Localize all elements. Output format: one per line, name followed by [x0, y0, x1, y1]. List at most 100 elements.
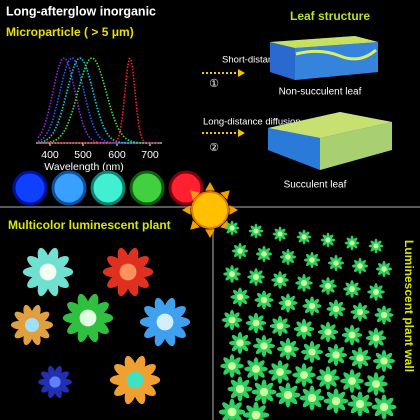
rosette-center: [300, 325, 308, 333]
rosette-center: [276, 322, 284, 330]
powder: [12, 170, 48, 206]
sun-ray: [205, 229, 215, 238]
rosette-center: [228, 316, 236, 324]
rosette-center: [332, 305, 340, 313]
bottom-right-title: Luminescent plant wall: [402, 240, 416, 372]
rosette-center: [252, 365, 260, 373]
tick-label: 600: [108, 149, 126, 161]
rosette-center: [259, 387, 269, 397]
rosette-center: [380, 311, 388, 319]
rosette-center: [260, 296, 268, 304]
step-number: ①: [209, 78, 219, 90]
rosette-center: [235, 384, 245, 394]
rosette-center: [227, 407, 237, 417]
leaf-caption: Succulent leaf: [284, 180, 347, 191]
rosette-center: [285, 254, 291, 260]
axis-label: Wavelength (nm): [44, 161, 124, 173]
leaf-block-1: [270, 36, 378, 80]
rosette-center: [253, 228, 259, 234]
powder: [51, 170, 87, 206]
rosette-center: [229, 225, 235, 231]
powder-samples: [12, 170, 204, 206]
rosette-center: [301, 280, 307, 286]
rosette-center: [284, 299, 292, 307]
rosette-center: [356, 354, 364, 362]
powder: [90, 170, 126, 206]
tick-label: 700: [141, 149, 159, 161]
rosette-center: [324, 328, 332, 336]
title: Long-afterglow inorganic: [6, 4, 156, 18]
rosette-center: [301, 234, 307, 240]
bottom-left-title: Multicolor luminescent plant: [8, 218, 171, 232]
powder: [129, 170, 165, 206]
arrow-head: [238, 69, 245, 77]
rosette-center: [300, 371, 308, 379]
rosette-center: [349, 240, 355, 246]
rosette-center: [260, 342, 268, 350]
sun-ray: [190, 190, 200, 200]
plant-wall: [218, 220, 397, 420]
rosette-center: [308, 348, 316, 356]
multicolor-plants: [11, 247, 191, 405]
rosette-center: [251, 410, 261, 420]
rosette-center: [79, 309, 97, 327]
rosette-center: [237, 248, 243, 254]
spectrum-curve: [37, 57, 160, 144]
rosette-center: [228, 362, 236, 370]
rosette-center: [332, 351, 340, 359]
rosette-center: [372, 380, 380, 388]
spectrum-plot: Wavelength (nm) 400 500 600 700: [36, 56, 162, 173]
rosette-center: [236, 339, 244, 347]
rosette-center: [372, 334, 380, 342]
rosette-center: [324, 374, 332, 382]
rosette-center: [309, 257, 315, 263]
sun-ray: [190, 220, 200, 230]
rosette-center: [380, 357, 388, 365]
rosette-center: [276, 368, 284, 376]
rosette-center: [283, 390, 293, 400]
subtitle: Microparticle ( > 5 μm): [6, 25, 134, 39]
rosette-center: [126, 371, 144, 389]
rosette-center: [277, 277, 283, 283]
rosette-center: [307, 393, 317, 403]
rosette-center: [156, 313, 174, 331]
rosette-center: [49, 376, 61, 388]
rosette-center: [348, 331, 356, 339]
rosette-center: [277, 231, 283, 237]
rosette-center: [333, 260, 339, 266]
rosette-center: [357, 263, 363, 269]
arrow-head: [238, 129, 245, 137]
spectrum-curve: [37, 57, 160, 144]
leaf-caption: Non-succulent leaf: [279, 87, 362, 98]
rosette-center: [355, 399, 365, 409]
rosette-center: [308, 302, 316, 310]
rosette-center: [253, 274, 259, 280]
rosette-center: [356, 308, 364, 316]
sun-disc: [191, 191, 229, 229]
tick-label: 400: [41, 149, 59, 161]
rosette-center: [236, 293, 244, 301]
spectrum-curve: [38, 56, 160, 144]
rosette-center: [373, 243, 379, 249]
sun-ray: [229, 205, 238, 215]
sun-ray: [182, 205, 191, 215]
rosette-center: [348, 377, 356, 385]
long-diffusion-label: Long-distance diffusion: [203, 117, 301, 128]
rosette-center: [119, 263, 137, 281]
sun-ray: [220, 190, 230, 200]
rosette-center: [284, 345, 292, 353]
rosette-center: [229, 271, 235, 277]
rosette-center: [325, 237, 331, 243]
rosette-center: [379, 402, 389, 412]
rosette-center: [381, 266, 387, 272]
leaf-title: Leaf structure: [290, 9, 370, 23]
rosette-center: [39, 263, 57, 281]
rosette-center: [252, 319, 260, 327]
rosette-center: [373, 289, 379, 295]
leaf-block-2: [268, 112, 392, 170]
tick-label: 500: [74, 149, 92, 161]
rosette-center: [331, 396, 341, 406]
rosette-center: [349, 286, 355, 292]
sun-ray: [205, 182, 215, 191]
